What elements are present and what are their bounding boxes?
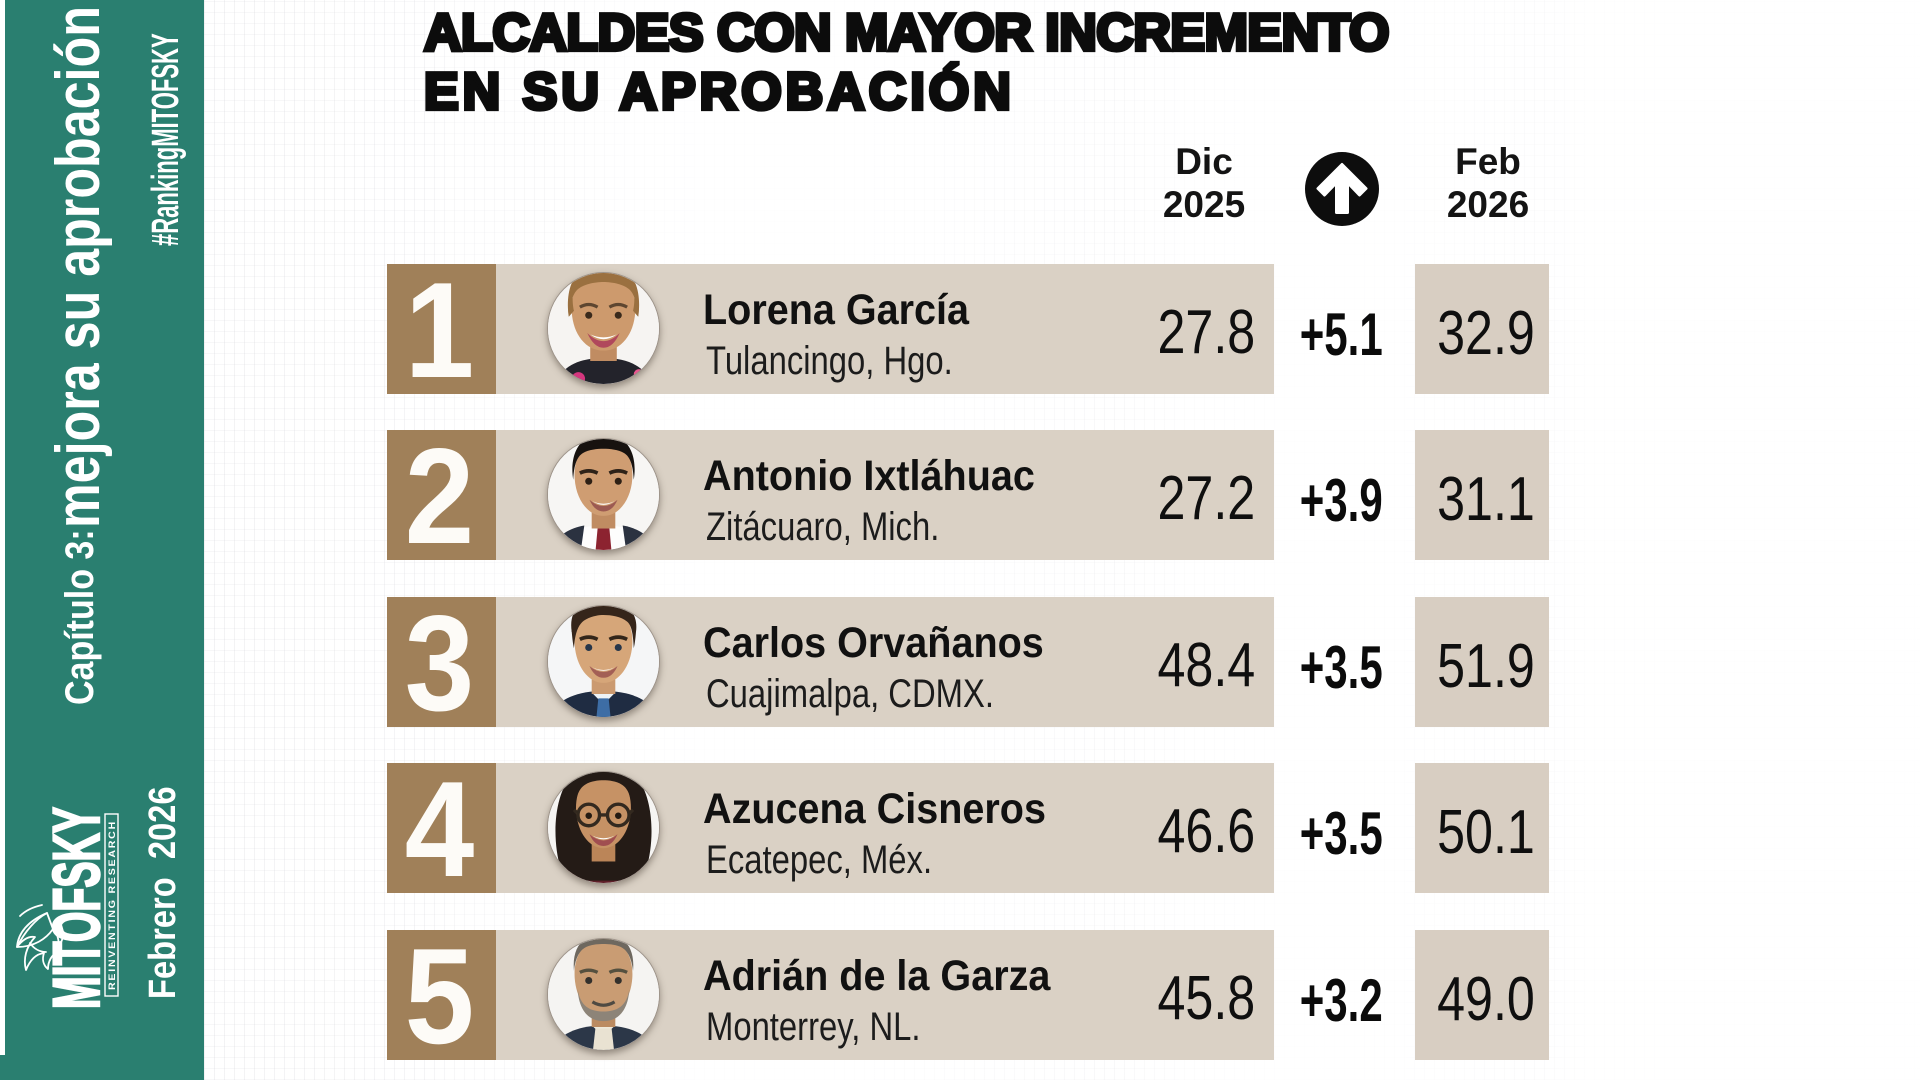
svg-text:MITOFSKY: MITOFSKY [39, 807, 113, 1009]
svg-text:REINVENTING RESEARCH: REINVENTING RESEARCH [107, 820, 117, 990]
